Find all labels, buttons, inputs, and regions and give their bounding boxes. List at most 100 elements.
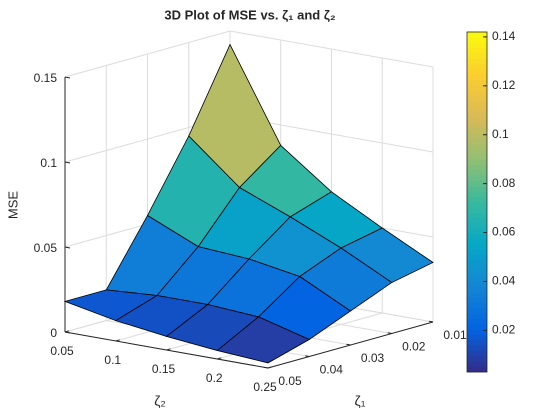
colorbar-segment	[467, 79, 487, 86]
colorbar-segment	[467, 84, 487, 91]
colorbar-segment	[467, 68, 487, 75]
colorbar-segment	[467, 292, 487, 298]
colorbar-segment	[467, 111, 487, 118]
colorbar-segment	[467, 276, 487, 282]
colorbar-segment	[467, 228, 487, 235]
colorbar-segment	[467, 233, 487, 240]
colorbar-segment	[467, 127, 487, 134]
colorbar-tick-label: 0.08	[492, 176, 516, 190]
colorbar-segment	[467, 313, 487, 320]
x-axis-label: ζ₂	[154, 393, 166, 409]
y-tick	[428, 320, 434, 323]
colorbar-segment	[467, 345, 487, 352]
y-tick-label: 0.02	[402, 340, 426, 354]
colorbar-segment	[467, 207, 487, 213]
x-tick	[64, 330, 70, 333]
colorbar-segment	[467, 153, 487, 160]
z-tick	[64, 76, 71, 79]
colorbar-segment	[467, 302, 487, 309]
colorbar-segment	[467, 323, 487, 330]
surface-facet	[216, 316, 311, 364]
colorbar-segment	[467, 222, 487, 229]
colorbar-segment	[467, 143, 487, 150]
z-tick	[64, 246, 71, 249]
colorbar-segment	[467, 307, 487, 314]
y-tick	[305, 355, 310, 357]
colorbar-segment	[467, 159, 487, 166]
colorbar-segment	[467, 137, 487, 144]
colorbar-segment	[467, 74, 487, 81]
y-tick-label: 0.05	[278, 374, 302, 388]
y-tick-label: 0.04	[320, 363, 344, 377]
colorbar-segment	[467, 281, 487, 288]
colorbar-segment	[467, 95, 487, 102]
colorbar-segment	[467, 244, 487, 251]
colorbar-segment	[467, 116, 487, 123]
x-tick-label: 0.1	[104, 353, 121, 367]
colorbar-segment	[467, 185, 487, 192]
z-tick-label: 0.05	[34, 241, 58, 255]
colorbar-segment	[467, 270, 487, 277]
z-tick-label: 0.15	[34, 71, 58, 85]
colorbar-segment	[467, 297, 487, 304]
colorbar-segment	[467, 106, 487, 112]
z-axis-label: MSE	[5, 191, 20, 220]
colorbar-segment	[467, 42, 487, 49]
y-tick	[263, 366, 269, 369]
colorbar-segment	[467, 366, 487, 373]
colorbar-segment	[467, 164, 487, 171]
z-tick-label: 0	[50, 326, 57, 340]
colorbar-segment	[467, 260, 487, 267]
x-tick-label: 0.15	[152, 362, 176, 376]
colorbar-segment	[467, 254, 487, 261]
colorbar-tick-label: 0.02	[492, 323, 516, 337]
x-tick-label: 0.05	[50, 344, 74, 358]
colorbar-segment	[467, 201, 487, 208]
colorbar-segment	[467, 217, 487, 224]
x-tick-label: 0.2	[206, 371, 223, 385]
colorbar-segment	[467, 31, 487, 38]
x-tick	[217, 357, 222, 360]
colorbar-segment	[467, 339, 487, 346]
x-tick	[267, 366, 273, 369]
y-tick-label: 0.03	[361, 351, 385, 365]
colorbar-segment	[467, 355, 487, 362]
x-tick	[115, 339, 120, 342]
colorbar-tick-label: 0.14	[492, 29, 516, 43]
colorbar-segment	[467, 238, 487, 245]
y-axis-label: ζ₁	[355, 393, 366, 409]
colorbar-tick-label: 0.1	[492, 127, 509, 141]
x-tick	[166, 348, 171, 351]
colorbar-segment	[467, 122, 487, 128]
colorbar-tick-label: 0.06	[492, 225, 516, 239]
colorbar-segment	[467, 329, 487, 336]
colorbar-tick-label: 0.04	[492, 274, 516, 288]
colorbar-segment	[467, 52, 487, 59]
colorbar-segment	[467, 90, 487, 97]
colorbar-segment	[467, 318, 487, 325]
colorbar-segment	[467, 169, 487, 176]
colorbar-segment	[467, 334, 487, 341]
colorbar-tick-label: 0.12	[492, 78, 516, 92]
colorbar-segment	[467, 58, 487, 65]
colorbar-segment	[467, 265, 487, 272]
colorbar-segment	[467, 47, 487, 54]
colorbar-segment	[467, 249, 487, 256]
colorbar-segment	[467, 100, 487, 107]
z-tick	[64, 161, 71, 164]
colorbar-segment	[467, 286, 487, 293]
colorbar-segment	[467, 180, 487, 187]
z-tick-label: 0.1	[40, 156, 57, 170]
chart-title: 3D Plot of MSE vs. ζ₁ and ζ₂	[164, 7, 335, 22]
colorbar-frame	[466, 31, 488, 373]
colorbar-segment	[467, 175, 487, 182]
colorbar-segment	[467, 361, 487, 367]
colorbar-segment	[467, 37, 487, 43]
colorbar-segment	[467, 191, 487, 197]
y-tick	[346, 343, 351, 346]
y-tick	[387, 332, 392, 334]
y-tick-label: 0.01	[443, 328, 467, 342]
colorbar-segment	[467, 132, 487, 139]
colorbar-segment	[467, 63, 487, 70]
colorbar-segment	[467, 350, 487, 357]
